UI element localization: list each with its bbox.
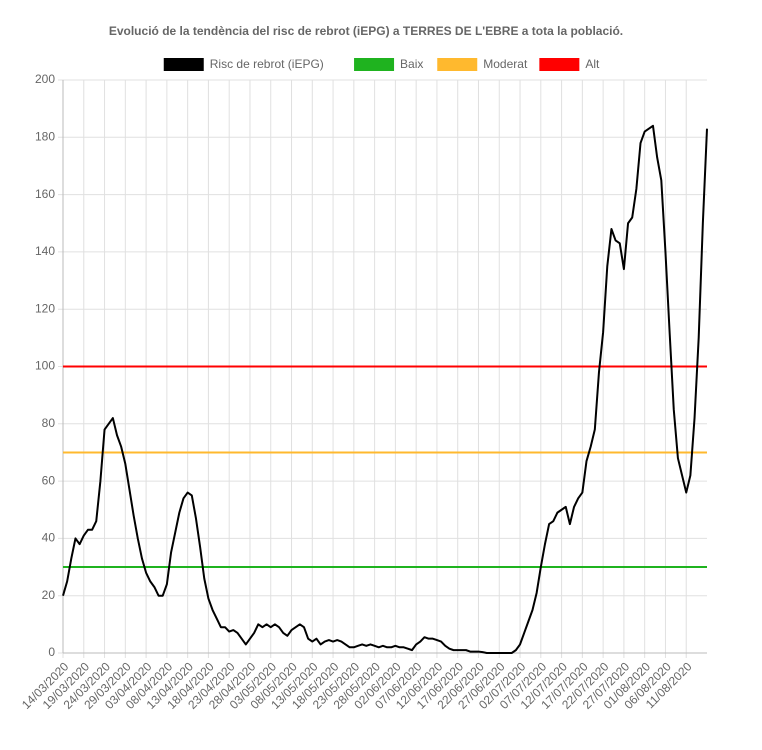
legend-label: Alt <box>585 57 600 71</box>
legend-swatch <box>437 58 478 71</box>
y-tick-label: 200 <box>35 72 55 86</box>
legend-label: Baix <box>400 57 423 71</box>
y-tick-label: 20 <box>42 588 56 602</box>
legend-swatch <box>539 58 580 71</box>
y-tick-label: 0 <box>48 645 55 659</box>
legend-swatch <box>354 58 395 71</box>
y-tick-label: 120 <box>35 301 55 315</box>
y-tick-label: 100 <box>35 359 55 373</box>
y-tick-label: 180 <box>35 129 55 143</box>
chart-title: Evolució de la tendència del risc de reb… <box>109 24 623 38</box>
legend-label: Moderat <box>483 57 528 71</box>
y-tick-label: 40 <box>42 531 56 545</box>
y-tick-label: 80 <box>42 416 56 430</box>
legend-swatch <box>163 58 204 71</box>
y-tick-label: 160 <box>35 187 55 201</box>
y-tick-label: 140 <box>35 244 55 258</box>
series-line <box>62 124 708 654</box>
y-tick-label: 60 <box>42 473 56 487</box>
legend-label: Risc de rebrot (iEPG) <box>210 57 324 71</box>
